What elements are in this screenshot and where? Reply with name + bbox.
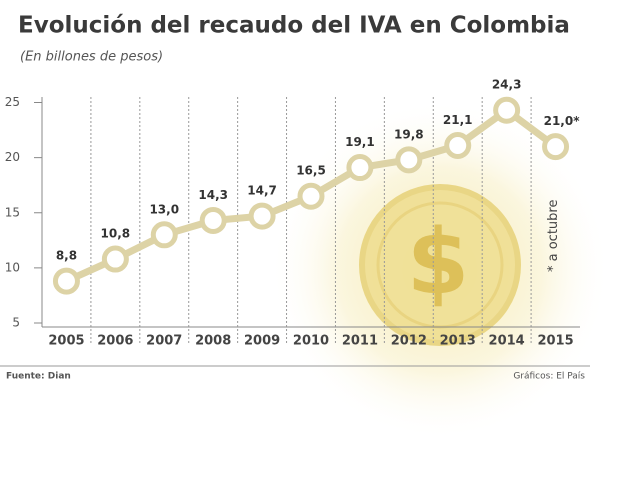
value-label: 14,3	[198, 188, 228, 202]
y-tick-label: 25	[5, 95, 20, 109]
x-tick-label: 2006	[97, 334, 133, 349]
x-tick-label: 2011	[342, 334, 378, 349]
y-tick-label: 5	[12, 316, 20, 330]
value-label: 19,8	[394, 127, 424, 141]
x-tick-label: 2008	[195, 334, 231, 349]
point	[52, 267, 80, 295]
y-tick-label: 20	[5, 150, 20, 164]
coin-symbol: $	[407, 210, 470, 315]
y-tick-label: 10	[5, 260, 20, 274]
x-tick-label: 2014	[489, 334, 525, 349]
x-tick-label: 2013	[440, 334, 476, 349]
value-label: 21,0*	[544, 114, 581, 128]
x-tick-label: 2015	[537, 334, 573, 349]
value-label: 8,8	[56, 249, 77, 263]
x-tick-label: 2007	[146, 334, 182, 349]
annotation: * a octubre	[546, 200, 561, 272]
x-tick-label: 2005	[48, 334, 84, 349]
point	[297, 182, 325, 210]
y-tick-label: 15	[5, 205, 20, 219]
x-tick-label: 2010	[293, 334, 329, 349]
point	[199, 206, 227, 234]
point	[493, 96, 521, 124]
chart-title: Evolución del recaudo del IVA en Colombi…	[18, 13, 570, 39]
x-tick-label: 2012	[391, 334, 427, 349]
point	[542, 133, 570, 161]
point	[346, 154, 374, 182]
plot: 5 10 15 20 25 2005 2006 2007 2008 2009 2010 2011 201…	[5, 78, 580, 349]
value-label: 21,1	[443, 113, 473, 127]
value-label: 13,0	[149, 202, 179, 216]
value-label: 24,3	[492, 78, 522, 92]
value-label: 16,5	[296, 164, 326, 178]
value-label: 19,1	[345, 135, 375, 149]
chart-subtitle: (En billones de pesos)	[20, 50, 163, 65]
point	[248, 202, 276, 230]
credit: Gráficos: El País	[513, 372, 585, 382]
point	[150, 221, 178, 249]
x-tick-label: 2009	[244, 334, 280, 349]
value-label: 10,8	[101, 227, 131, 241]
value-label: 14,7	[247, 184, 277, 198]
point	[444, 132, 472, 160]
point	[101, 245, 129, 273]
source: Fuente: Dian	[6, 372, 71, 382]
point	[395, 146, 423, 174]
